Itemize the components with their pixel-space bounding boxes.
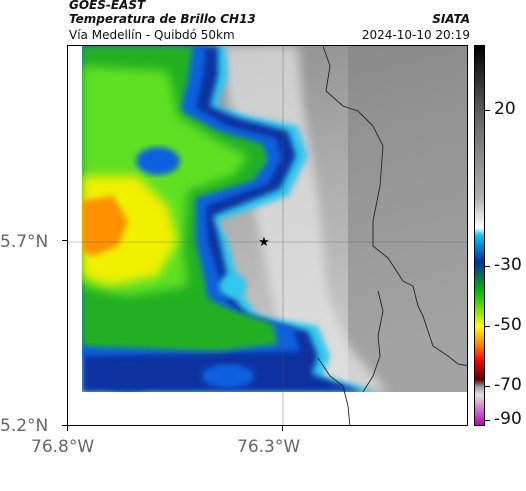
satellite-map: ★	[67, 45, 468, 426]
latitude-label: 5.2°N	[0, 416, 49, 436]
lon-tick	[67, 426, 68, 431]
river-border	[317, 357, 351, 425]
colorbar-label: -30	[494, 255, 522, 275]
colorbar-tick	[485, 420, 490, 421]
satellite-title: GOES-EAST	[69, 0, 146, 12]
product-title: Temperatura de Brillo CH13	[69, 12, 256, 26]
colorbar-tick	[485, 326, 490, 327]
lat-tick	[62, 425, 67, 426]
timestamp-label: 2024-10-10 20:19	[361, 28, 470, 42]
organization-label: SIATA	[432, 12, 470, 26]
department-border	[322, 46, 467, 367]
colorbar-label: -90	[494, 409, 522, 429]
colorbar-label: 20	[494, 99, 516, 119]
star-marker-icon: ★	[258, 235, 270, 250]
colorbar-label: -70	[494, 375, 522, 395]
brightness-temperature-image: ★	[68, 46, 467, 425]
lat-tick	[62, 240, 67, 241]
lon-tick	[282, 426, 283, 431]
latitude-label: 5.7°N	[0, 232, 49, 252]
colorbar-tick	[485, 266, 490, 267]
route-subtitle: Vía Medellín - Quibdó 50km	[69, 28, 235, 42]
colorbar-label: -50	[494, 315, 522, 335]
colorbar-tick	[485, 110, 490, 111]
longitude-label: 76.3°W	[237, 437, 301, 457]
temperature-colorbar	[474, 45, 485, 426]
municipal-border	[362, 290, 384, 393]
longitude-label: 76.8°W	[31, 437, 95, 457]
colorbar-tick	[485, 386, 490, 387]
